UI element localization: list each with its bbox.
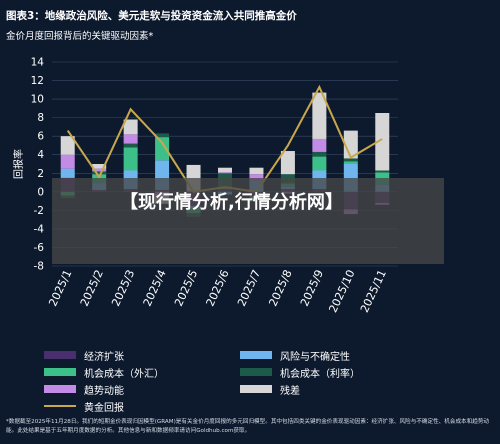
bar-segment xyxy=(92,168,107,172)
legend-label: 趋势动能 xyxy=(84,385,124,397)
bar-segment xyxy=(249,167,264,175)
bar-segment xyxy=(280,151,295,175)
x-tick-label: 2025/10 xyxy=(326,268,357,315)
y-tick-label: 0 xyxy=(37,186,44,198)
legend-swatch xyxy=(44,351,76,359)
bar-segment xyxy=(375,113,390,171)
y-axis-label: 回报率 xyxy=(12,149,25,179)
x-tick-label: 2025/11 xyxy=(358,268,389,315)
bar-segment xyxy=(343,161,358,164)
bar-segment xyxy=(92,171,107,175)
bar-segment xyxy=(123,119,138,135)
legend-item-opportunity-cost-fx: 机会成本（外汇） xyxy=(44,365,164,380)
stacked-bar-chart: -8 -6 -4 -2 0 2 4 6 8 10 12 14 回报率 2025/1 2025/2 2025/3… xyxy=(12,57,398,315)
y-tick-label: -2 xyxy=(34,205,44,217)
legend-item-risk-uncertainty: 风险与不确定性 xyxy=(240,348,350,363)
legend-label: 风险与不确定性 xyxy=(280,351,350,363)
bar-segment xyxy=(123,147,138,171)
x-tick-label: 2025/2 xyxy=(78,268,106,309)
bar-segment xyxy=(123,143,138,148)
chart-subtitle: 金价月度回报背后的关键驱动因素* xyxy=(6,31,154,42)
bar-segment xyxy=(343,158,358,162)
legend-label: 残差 xyxy=(280,385,300,397)
y-tick-label: 2 xyxy=(37,168,44,180)
y-tick-label: 8 xyxy=(37,112,44,124)
watermark-text: 【现行情分析,行情分析网】 xyxy=(120,192,343,213)
legend-swatch xyxy=(240,368,272,376)
y-tick-label: -4 xyxy=(34,223,45,235)
bar-segment xyxy=(249,174,264,181)
legend-swatch xyxy=(240,351,272,359)
bar-segment xyxy=(60,168,75,178)
watermark-overlay xyxy=(52,178,444,264)
y-tick-label: -6 xyxy=(34,242,45,254)
y-tick-label: 12 xyxy=(31,75,44,87)
x-tick-label: 2025/3 xyxy=(109,268,137,309)
footnote: *数据截至2025年11月28日。我们的短期金价表现归因模型(GRAM)是有关金… xyxy=(6,419,490,434)
bar-segment xyxy=(60,154,75,169)
bar-segment xyxy=(375,170,390,173)
legend-label: 机会成本（利率） xyxy=(280,368,360,380)
chart-title: 图表3：地缘政治风险、美元走软与投资资金流入共同推高金价 xyxy=(6,10,297,22)
bar-segment xyxy=(312,156,327,171)
legend-label: 黄金回报 xyxy=(84,402,124,414)
bar-segment xyxy=(155,137,170,161)
y-tick-label: 4 xyxy=(37,149,44,161)
x-tick-label: 2025/1 xyxy=(46,268,74,309)
chart-legend: 经济扩张 风险与不确定性 机会成本（外汇） 机会成本（利率） 趋势动能 残差 黄… xyxy=(44,348,464,414)
bar-segment xyxy=(218,167,232,173)
legend-label: 机会成本（外汇） xyxy=(84,368,164,380)
legend-swatch xyxy=(240,385,272,393)
legend-item-momentum: 趋势动能 xyxy=(44,382,124,397)
bar-segment xyxy=(218,172,232,174)
bar-segment xyxy=(155,133,170,138)
legend-swatch xyxy=(44,385,76,393)
x-tick-label: 2025/9 xyxy=(298,268,326,309)
y-tick-label: 10 xyxy=(31,94,44,106)
bar-segment xyxy=(312,151,327,157)
legend-item-opportunity-cost-rates: 机会成本（利率） xyxy=(240,365,360,380)
y-tick-label: -8 xyxy=(34,261,44,273)
bar-segment xyxy=(312,92,327,139)
x-tick-label: 2025/6 xyxy=(204,268,232,309)
bar-segment xyxy=(312,138,327,152)
legend-item-gold-return: 黄金回报 xyxy=(44,399,124,414)
legend-label: 经济扩张 xyxy=(84,351,124,363)
x-tick-label: 2025/4 xyxy=(141,268,169,309)
y-tick-label: 14 xyxy=(31,57,45,69)
x-tick-label: 2025/7 xyxy=(235,268,263,309)
legend-swatch xyxy=(44,368,76,376)
legend-line-swatch xyxy=(44,405,76,407)
x-tick-label: 2025/8 xyxy=(266,268,294,309)
y-tick-label: 6 xyxy=(37,131,44,143)
legend-item-economic-expansion: 经济扩张 xyxy=(44,348,124,363)
bar-segment xyxy=(92,164,107,169)
bar-segment xyxy=(123,134,138,144)
bar-segment xyxy=(60,136,75,155)
legend-item-residual: 残差 xyxy=(240,382,300,397)
x-tick-label: 2025/5 xyxy=(172,268,200,309)
